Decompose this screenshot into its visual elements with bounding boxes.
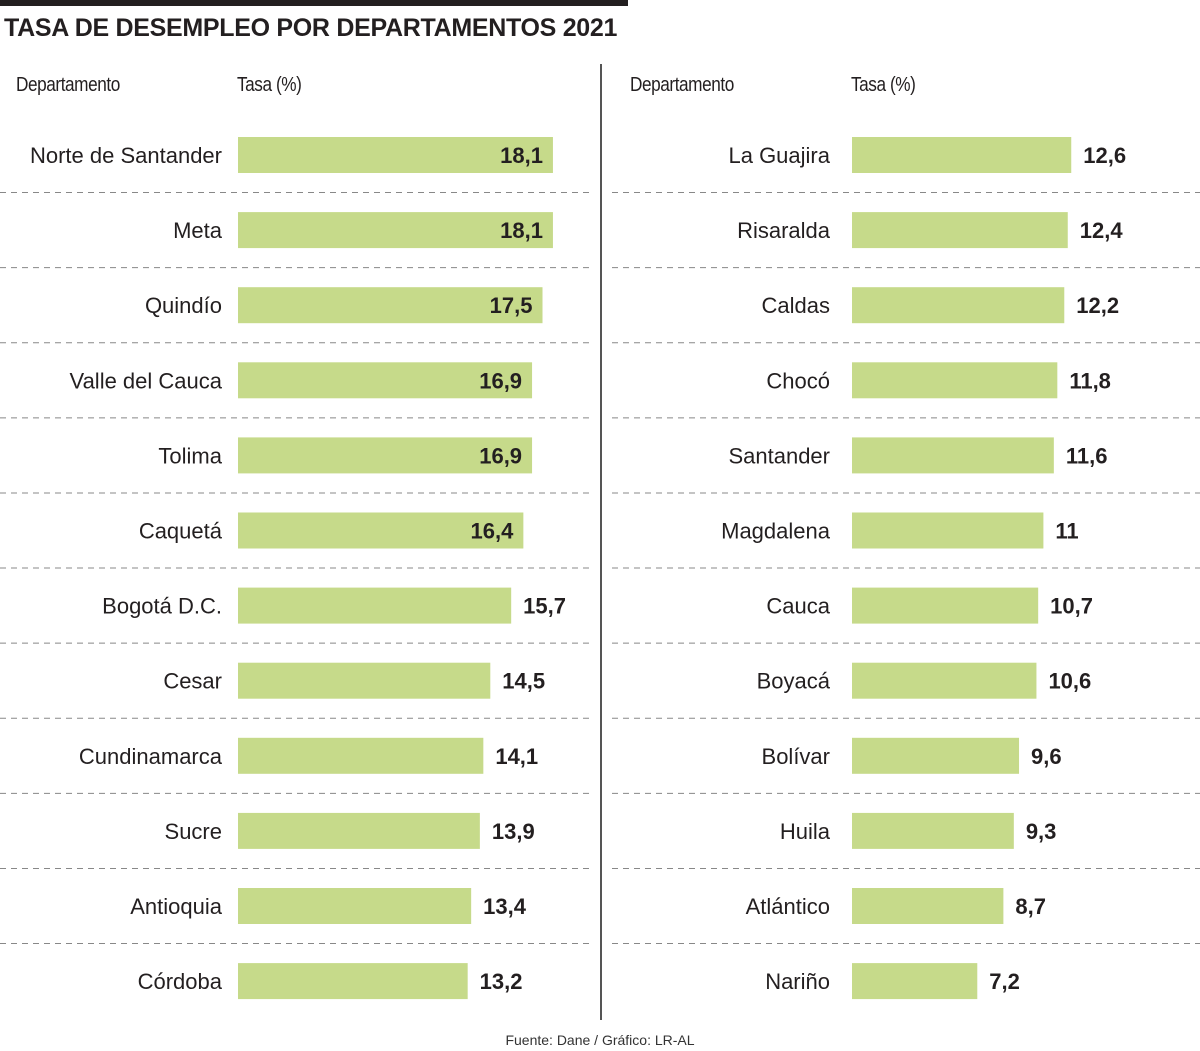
left-bar-4 [238,437,533,474]
right-category-label: Cauca [766,594,830,619]
left-category-label: Córdoba [138,969,223,994]
right-category-label: Nariño [765,969,830,994]
left-bar-7 [238,662,491,699]
right-value-label: 7,2 [989,969,1020,994]
left-value-label: 16,4 [471,519,515,544]
left-category-label: Sucre [165,819,222,844]
left-category-label: Antioquia [130,894,223,919]
right-category-label: Caldas [762,293,830,318]
right-bar-6 [852,587,1039,624]
right-value-label: 11,6 [1066,443,1108,468]
left-value-label: 16,9 [479,368,522,393]
right-bar-3 [852,362,1058,399]
left-header-rate: Tasa (%) [237,74,302,96]
right-value-label: 12,4 [1080,218,1124,243]
right-bar-7 [852,662,1037,699]
left-value-label: 18,1 [500,218,543,243]
top-rule [0,0,628,6]
left-bar-2 [238,287,543,324]
right-value-label: 11 [1055,519,1078,544]
left-bar-1 [238,212,553,249]
left-value-label: 13,9 [492,819,535,844]
left-category-label: Quindío [145,293,222,318]
left-bar-3 [238,362,533,399]
right-header-rate: Tasa (%) [851,74,916,96]
right-bar-2 [852,287,1065,324]
right-value-label: 10,6 [1048,669,1091,694]
left-bar-11 [238,963,468,1000]
right-category-label: Magdalena [721,519,831,544]
left-category-label: Tolima [158,443,222,468]
right-bar-1 [852,212,1068,249]
left-bar-9 [238,812,480,849]
left-bar-6 [238,587,512,624]
right-category-label: Risaralda [737,218,831,243]
left-category-label: Caquetá [139,519,223,544]
source-note: Fuente: Dane / Gráfico: LR-AL [505,1032,695,1048]
left-value-label: 14,1 [495,744,538,769]
left-value-label: 15,7 [523,594,566,619]
right-value-label: 9,3 [1026,819,1057,844]
left-bar-10 [238,888,472,924]
right-category-label: Boyacá [757,669,831,694]
left-bar-5 [238,512,524,549]
right-value-label: 8,7 [1015,894,1046,919]
right-category-label: Santander [728,443,830,468]
right-header-department: Departamento [630,74,734,96]
right-bar-5 [852,512,1044,549]
right-category-label: Huila [780,819,831,844]
right-category-label: La Guajira [728,143,830,168]
right-bar-10 [852,888,1004,924]
left-value-label: 13,2 [480,969,523,994]
left-value-label: 17,5 [490,293,533,318]
left-bar-8 [238,737,484,774]
left-value-label: 13,4 [483,894,527,919]
left-category-label: Meta [173,218,223,243]
right-value-label: 9,6 [1031,744,1062,769]
left-header-department: Departamento [16,74,120,96]
left-category-label: Bogotá D.C. [102,594,222,619]
left-value-label: 16,9 [479,443,522,468]
right-category-label: Atlántico [746,894,830,919]
right-value-label: 12,6 [1083,143,1126,168]
right-bar-11 [852,963,978,1000]
left-bar-0 [238,137,553,173]
right-bar-0 [852,137,1072,173]
left-value-label: 18,1 [500,143,543,168]
chart-title: TASA DE DESEMPLEO POR DEPARTAMENTOS 2021 [4,14,618,42]
left-value-label: 14,5 [502,669,545,694]
right-bar-9 [852,812,1014,849]
right-value-label: 10,7 [1050,594,1093,619]
right-bar-4 [852,437,1054,474]
column-divider [600,64,602,1020]
left-category-label: Cundinamarca [79,744,223,769]
right-bar-8 [852,737,1020,774]
left-category-label: Cesar [163,669,222,694]
right-value-label: 11,8 [1069,368,1111,393]
left-category-label: Valle del Cauca [70,368,223,393]
left-category-label: Norte de Santander [30,143,222,168]
right-category-label: Bolívar [762,744,830,769]
right-value-label: 12,2 [1076,293,1119,318]
right-category-label: Chocó [766,368,830,393]
